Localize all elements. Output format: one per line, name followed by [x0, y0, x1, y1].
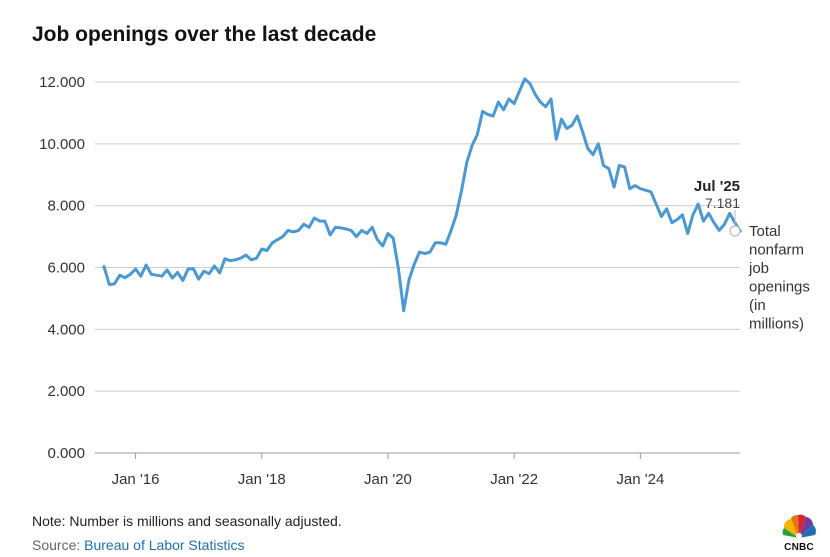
x-axis-ticks: Jan '16 Jan '18 Jan '20 Jan '22 Jan '24	[112, 453, 664, 488]
source-line: Source: Bureau of Labor Statistics	[32, 537, 244, 553]
x-tick-label: Jan '18	[238, 471, 286, 488]
x-tick-label: Jan '22	[490, 471, 538, 488]
cnbc-logo: CNBC	[776, 511, 822, 553]
x-tick-label: Jan '20	[364, 471, 412, 488]
chart-title: Job openings over the last decade	[32, 23, 377, 46]
series-line-total-nonfarm	[102, 77, 742, 313]
logo-text: CNBC	[784, 542, 814, 553]
footnote: Note: Number is millions and seasonally …	[32, 513, 342, 529]
source-link[interactable]: Bureau of Labor Statistics	[84, 537, 245, 553]
y-tick-label: 8.000	[47, 198, 85, 215]
annotation-latest: Jul '257.181	[694, 178, 741, 237]
series-legend-label: Total nonfarm job openings (in millions)	[748, 223, 810, 333]
grid-lines	[95, 81, 740, 454]
y-tick-label: 12.000	[39, 74, 85, 91]
y-axis-tick-labels: 0.000 2.000 4.000 6.000 8.000 10.000 12.000	[39, 74, 85, 462]
x-tick-label: Jan '24	[616, 471, 664, 488]
source-prefix: Source:	[32, 537, 85, 553]
y-tick-label: 2.000	[47, 383, 85, 400]
line-chart: 0.000 2.000 4.000 6.000 8.000 10.000 12.000 Ja…	[39, 74, 810, 488]
peacock-icon	[782, 514, 816, 539]
annotation-value-label: 7.181	[705, 195, 740, 211]
x-tick-label: Jan '16	[112, 471, 160, 488]
y-tick-label: 4.000	[47, 321, 85, 338]
y-tick-label: 0.000	[47, 445, 85, 462]
y-tick-label: 6.000	[47, 260, 85, 277]
latest-point-marker	[729, 225, 741, 237]
annotation-date-label: Jul '25	[694, 178, 740, 195]
y-tick-label: 10.000	[39, 136, 85, 153]
